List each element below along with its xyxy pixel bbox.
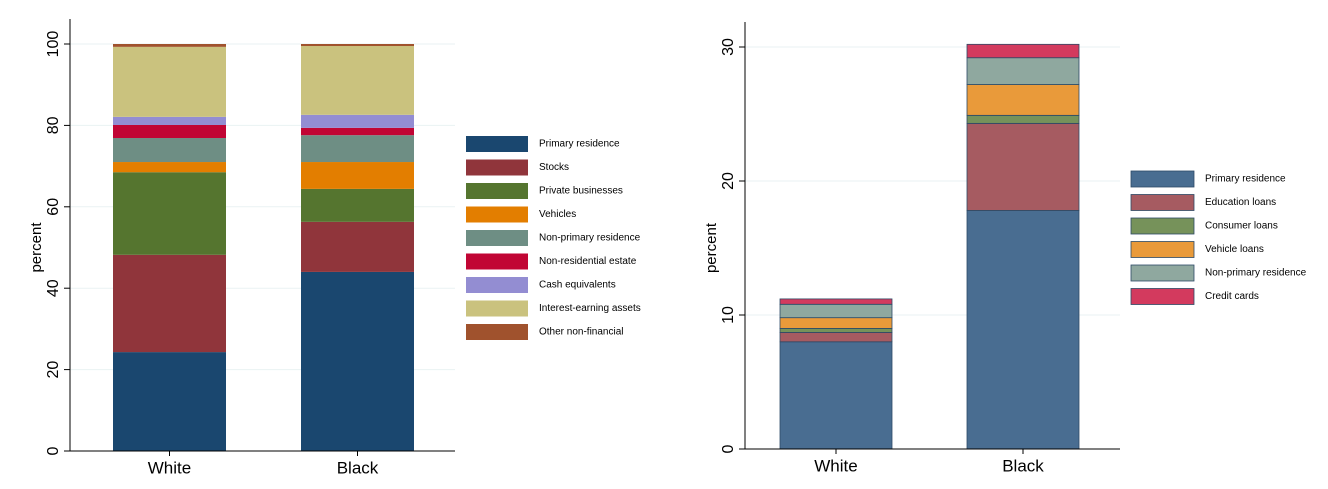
bar-segment	[113, 138, 226, 163]
bar-segment	[779, 327, 893, 333]
legend-swatch	[466, 136, 528, 152]
y-tick-label: 0	[45, 446, 62, 455]
x-tick-label: Black	[1002, 456, 1044, 475]
bar-segment	[113, 352, 226, 451]
bar-segment	[966, 43, 1080, 59]
legend-label: Private businesses	[539, 186, 623, 197]
bar-segment	[113, 124, 226, 139]
legend-swatch	[466, 253, 528, 270]
legend-label: Cash equivalents	[539, 280, 616, 291]
legend-swatch	[1130, 217, 1195, 235]
bar-segment	[779, 303, 893, 319]
legend-swatch	[1130, 170, 1195, 188]
y-tick-label: 0	[720, 444, 737, 453]
legend-swatch	[466, 230, 528, 246]
bar-segment	[779, 341, 893, 450]
legend-swatch	[1130, 241, 1195, 258]
legend-label: Interest-earning assets	[539, 303, 641, 314]
legend-label: Non-primary residence	[1205, 268, 1307, 279]
bar-segment	[779, 317, 893, 329]
legend-swatch	[466, 277, 528, 293]
legend-label: Credit cards	[1205, 291, 1259, 302]
legend-label: Vehicle loans	[1205, 244, 1264, 255]
legend-swatch	[466, 300, 528, 317]
bar-segment	[779, 298, 893, 305]
legend-label: Stocks	[539, 162, 569, 173]
bar-segment	[966, 57, 1080, 85]
y-tick-label: 100	[45, 31, 62, 58]
legend-label: Vehicles	[539, 209, 576, 220]
legend-swatch	[1130, 288, 1195, 305]
bar-segment	[113, 46, 226, 117]
legend-label: Non-residential estate	[539, 256, 637, 267]
bar-segment	[113, 172, 226, 255]
bar-segment	[113, 116, 226, 125]
y-tick-label: 20	[45, 361, 62, 379]
bar-segment	[301, 127, 414, 136]
y-tick-label: 60	[45, 198, 62, 216]
legend-swatch	[466, 206, 528, 223]
x-tick-label: White	[148, 458, 191, 477]
legend-swatch	[466, 183, 528, 199]
bar-segment	[301, 114, 414, 128]
x-tick-label: White	[814, 456, 857, 475]
legend-label: Primary residence	[1205, 174, 1286, 185]
legend-swatch	[466, 324, 528, 340]
y-axis-label: percent	[703, 222, 720, 273]
bar-segment	[301, 221, 414, 272]
y-tick-label: 20	[720, 172, 737, 190]
bar-segment	[301, 46, 414, 115]
legend-label: Consumer loans	[1205, 221, 1278, 232]
y-tick-label: 80	[45, 116, 62, 134]
bar-segment	[966, 122, 1080, 211]
legend-label: Other non-financial	[539, 327, 624, 338]
bar-segment	[301, 188, 414, 222]
bar-segment	[113, 254, 226, 353]
bar-segment	[301, 271, 414, 451]
y-axis-label: percent	[28, 222, 45, 273]
y-tick-label: 30	[720, 38, 737, 56]
bar-segment	[301, 135, 414, 163]
bar-segment	[966, 114, 1080, 124]
bar-segment	[779, 332, 893, 343]
bar-segment	[301, 162, 414, 189]
legend-label: Education loans	[1205, 197, 1276, 208]
legend-swatch	[466, 159, 528, 176]
bar-segment	[966, 210, 1080, 450]
legend-label: Primary residence	[539, 139, 620, 150]
y-tick-label: 40	[45, 279, 62, 297]
bar-segment	[966, 84, 1080, 116]
y-tick-label: 10	[720, 306, 737, 324]
legend-swatch	[1130, 194, 1195, 211]
x-tick-label: Black	[337, 458, 379, 477]
bar-segment	[301, 44, 414, 47]
legend-swatch	[1130, 264, 1195, 282]
bar-segment	[113, 162, 226, 173]
bar-segment	[113, 44, 226, 47]
legend-label: Non-primary residence	[539, 233, 641, 244]
